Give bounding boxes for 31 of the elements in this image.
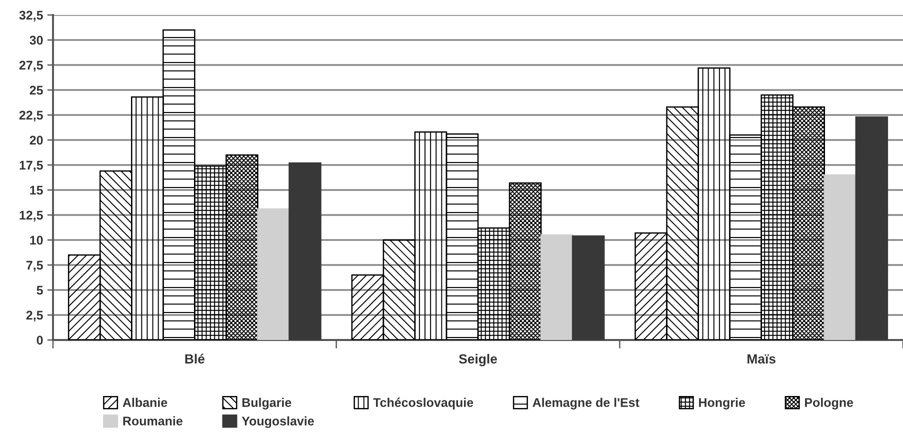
y-tick-label: 7,5 [26,260,43,272]
x-tick-label: Blé [185,354,204,364]
legend-label: Tchécoslovaquie [373,398,474,410]
y-tick-label: 22,5 [19,110,43,122]
y-tick-label: 2,5 [26,310,43,322]
bar [288,162,322,340]
legend-label: Roumanie [123,416,182,426]
legend-label: Hongrie [699,398,746,410]
bar [572,235,605,340]
y-tick-label: 30 [30,36,43,45]
bar [824,174,857,340]
x-tick-label: Seigle [458,354,497,366]
y-tick-label: 17,5 [20,160,43,172]
y-tick-label: 10 [30,236,43,245]
bar [855,116,888,340]
bar [257,208,290,340]
y-tick-label: 25 [30,86,43,95]
y-tick-label: 5 [36,286,43,295]
legend-label: Pologne [805,398,854,410]
y-tick-label: 27,5 [19,60,43,72]
y-tick-label: 0 [36,336,43,345]
y-tick-label: 12,5 [20,210,43,222]
legend-label: Alemagne de l'Est [532,398,640,410]
legend-label: Bulgarie [242,398,292,410]
legend-label: Yougoslavie [242,416,314,428]
bar [540,234,574,340]
x-tick-label: Maïs [748,354,776,364]
y-tick-label: 15 [30,186,43,195]
y-tick-label: 20 [30,136,43,145]
y-tick-label: 32,5 [19,10,43,22]
legend-label: Albanie [122,398,168,407]
